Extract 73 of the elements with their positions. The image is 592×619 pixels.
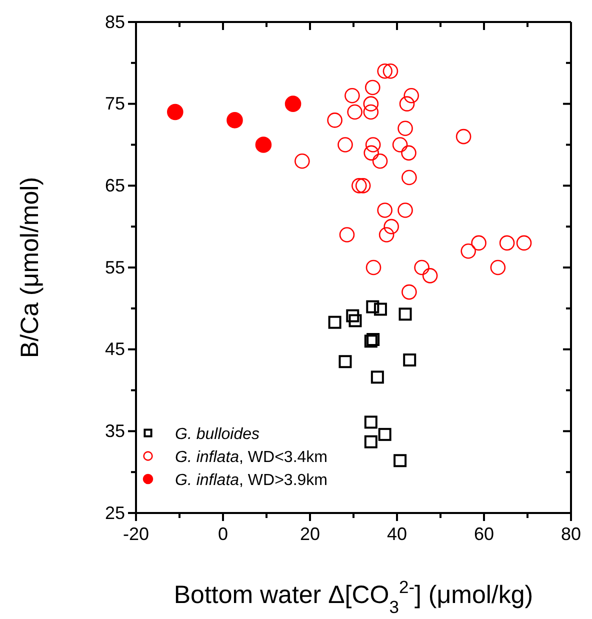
point	[355, 178, 371, 194]
point	[378, 428, 392, 441]
legend-label: G. inflata, WD>3.9km	[175, 472, 328, 489]
point	[364, 435, 378, 448]
point	[398, 308, 412, 321]
x-tick-label: 0	[218, 524, 228, 544]
point	[364, 416, 378, 429]
point	[490, 260, 506, 276]
y-tick-label: 65	[104, 175, 125, 196]
x-tick-label: 80	[560, 524, 582, 544]
point	[364, 334, 378, 348]
point	[392, 137, 408, 152]
point	[363, 104, 379, 120]
point	[338, 355, 352, 368]
point	[398, 120, 413, 136]
point	[394, 454, 407, 468]
y-tick-label: 45	[104, 339, 125, 360]
point	[167, 104, 184, 120]
point	[366, 333, 380, 346]
point	[471, 235, 486, 251]
point	[284, 96, 302, 112]
point	[372, 153, 388, 169]
point	[402, 170, 417, 186]
point	[401, 145, 416, 161]
point	[255, 136, 272, 153]
x-tick-label: -20	[122, 524, 150, 544]
point	[327, 112, 342, 128]
point	[403, 353, 416, 366]
point	[366, 260, 382, 276]
y-tick-label: 55	[104, 257, 125, 278]
legend-label: G. bulloides	[175, 426, 260, 443]
legend-label: G. inflata, WD<3.4km	[175, 449, 328, 466]
point	[422, 268, 438, 284]
y-tick-label: 85	[104, 12, 125, 32]
y-tick-label: 35	[104, 420, 125, 441]
point	[414, 260, 430, 276]
point	[364, 80, 380, 96]
x-tick-label: 40	[386, 524, 408, 544]
x-tick-label: 60	[474, 524, 494, 544]
point	[377, 202, 392, 218]
point	[365, 137, 381, 152]
x-tick-label: 20	[300, 524, 320, 544]
x-axis-title: Bottom water Δ[CO$_{3}$$^{2-}$] (μmol/kg)	[174, 577, 534, 617]
point	[328, 316, 342, 329]
point	[370, 370, 384, 384]
point	[499, 235, 515, 251]
point	[363, 96, 379, 112]
y-axis-title: B/Ca (μmol/mol)	[16, 176, 44, 358]
point	[344, 88, 360, 104]
point	[364, 145, 379, 161]
point	[399, 96, 415, 112]
point	[402, 284, 417, 300]
y-tick-label: 75	[104, 94, 125, 114]
point	[404, 88, 420, 104]
point	[338, 137, 353, 152]
point	[366, 300, 380, 314]
point	[460, 243, 476, 259]
point	[377, 63, 392, 79]
point	[516, 235, 532, 251]
point	[382, 63, 398, 79]
point	[226, 112, 243, 128]
y-tick-label: 25	[104, 502, 125, 523]
point	[352, 178, 367, 194]
point	[374, 302, 387, 316]
point	[384, 218, 399, 234]
point	[456, 128, 472, 144]
point	[347, 104, 362, 120]
point	[398, 202, 413, 218]
point	[294, 153, 310, 169]
point	[378, 227, 394, 242]
point	[348, 314, 362, 328]
point	[339, 227, 355, 242]
point	[346, 309, 360, 322]
